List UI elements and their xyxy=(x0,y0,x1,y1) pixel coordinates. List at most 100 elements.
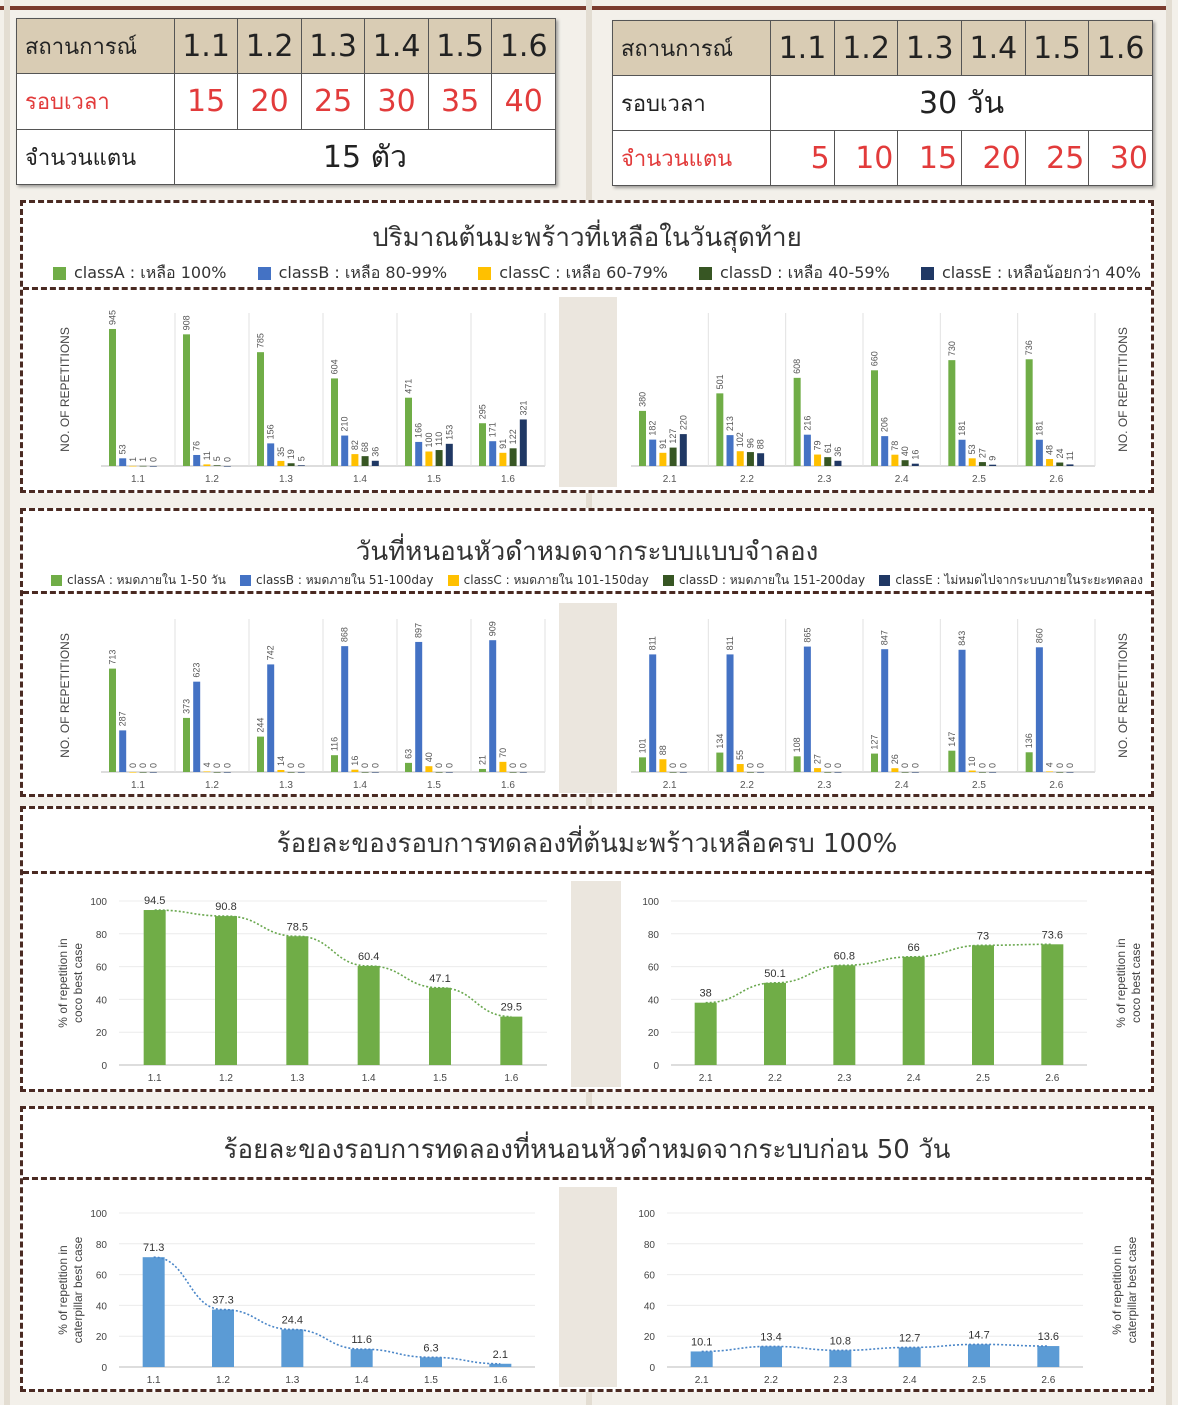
bar xyxy=(183,717,190,772)
bar xyxy=(833,965,856,1065)
table-header-cell: สถานการณ์ xyxy=(611,20,772,76)
bar xyxy=(716,393,724,466)
legend-item: classA : หมดภายใน 1-50 วัน xyxy=(51,571,226,590)
legend-item: classE : ไม่หมดไปจากระบบภายในระยะทดลอง xyxy=(879,571,1143,590)
x-tick-label: 1.5 xyxy=(424,1375,438,1386)
data-label: 36 xyxy=(833,447,843,457)
trendline xyxy=(705,943,1053,1004)
x-tick-label: 1.1 xyxy=(148,1073,162,1084)
bar xyxy=(958,439,966,466)
bar xyxy=(757,453,765,466)
x-tick-label: 2.3 xyxy=(833,1375,847,1386)
bar xyxy=(764,982,786,1065)
y-tick-label: 0 xyxy=(653,1061,659,1072)
x-tick-label: 2.3 xyxy=(817,474,831,485)
data-label: 373 xyxy=(182,699,192,714)
bar xyxy=(803,434,811,466)
data-label: 26 xyxy=(890,754,900,764)
y-axis-label-line1: % of repetition in xyxy=(56,1245,70,1334)
y-tick-label: 80 xyxy=(644,1240,656,1251)
bar xyxy=(361,772,369,773)
bar xyxy=(881,436,889,466)
legend-label: classC : เหลือ 60-79% xyxy=(499,263,668,282)
x-tick-label: 1.1 xyxy=(131,474,145,485)
y-tick-label: 0 xyxy=(101,1061,107,1072)
bar xyxy=(649,654,657,772)
left-divider xyxy=(4,0,10,1405)
data-label: 166 xyxy=(414,423,424,438)
data-label: 68 xyxy=(360,442,370,452)
bar xyxy=(203,771,211,773)
table-header-cell: 1.1 xyxy=(770,20,835,76)
bar xyxy=(277,460,285,466)
legend-label: classA : เหลือ 100% xyxy=(74,263,227,282)
data-label: 78 xyxy=(890,441,900,451)
chart-coco-best-scenario-1: % of repetition in coco best case 0 20 40 60 8… xyxy=(49,887,567,1087)
bar xyxy=(519,772,527,773)
time-value: 35 xyxy=(427,73,493,130)
x-tick-label: 2.2 xyxy=(740,474,754,485)
data-label: 0 xyxy=(1065,763,1075,768)
chart-gap xyxy=(559,1187,617,1387)
data-label: 287 xyxy=(118,711,128,726)
data-label: 0 xyxy=(296,763,306,768)
x-tick-label: 1.3 xyxy=(279,474,293,485)
bar xyxy=(1056,772,1064,773)
data-label: 0 xyxy=(444,763,454,768)
chart-legend: classA : เหลือ 100% classB : เหลือ 80-99%… xyxy=(53,261,1141,286)
chart-legend: classA : หมดภายใน 1-50 วัน classB : หมดภา… xyxy=(51,571,1143,590)
x-tick-label: 2.4 xyxy=(907,1073,921,1084)
bar xyxy=(1041,944,1064,1065)
x-tick-label: 2.2 xyxy=(740,780,754,791)
data-label: 660 xyxy=(870,351,880,366)
data-label: 60.8 xyxy=(834,950,855,962)
legend-swatch xyxy=(53,267,66,280)
y-axis-label-line1: % of repetition in xyxy=(56,938,70,1027)
bar xyxy=(213,465,221,466)
bar xyxy=(371,772,379,773)
bar xyxy=(659,452,667,466)
data-label: 0 xyxy=(222,457,232,462)
trendline xyxy=(153,1256,501,1365)
table-header-cell: 1.5 xyxy=(1024,20,1090,76)
data-label: 0 xyxy=(434,763,444,768)
bar xyxy=(281,1329,304,1367)
bar xyxy=(891,768,899,772)
time-value: 20 xyxy=(237,73,302,130)
data-label: 0 xyxy=(138,763,148,768)
data-label: 945 xyxy=(108,310,118,325)
data-label: 27 xyxy=(813,754,823,764)
bar xyxy=(415,641,423,772)
bar xyxy=(972,945,994,1065)
data-label: 5 xyxy=(212,456,222,461)
chart-gap xyxy=(559,297,617,487)
data-label: 380 xyxy=(638,392,648,407)
y-tick-label: 20 xyxy=(96,1028,108,1039)
legend-swatch xyxy=(51,575,62,586)
data-label: 11.6 xyxy=(351,1334,372,1346)
bar xyxy=(948,750,956,772)
data-label: 101 xyxy=(638,738,648,753)
bar xyxy=(1056,462,1064,466)
bar xyxy=(1046,459,1054,466)
bar xyxy=(958,649,966,772)
bar xyxy=(989,772,997,773)
trendline xyxy=(701,1343,1049,1353)
data-label: 0 xyxy=(148,763,158,768)
data-label: 811 xyxy=(648,636,658,650)
y-tick-label: 80 xyxy=(96,930,108,941)
data-label: 40 xyxy=(900,446,910,456)
data-label: 321 xyxy=(518,400,528,415)
data-label: 47.1 xyxy=(429,973,450,985)
data-label: 90.8 xyxy=(215,901,236,913)
time-value: 40 xyxy=(491,73,556,130)
y-tick-label: 40 xyxy=(644,1301,656,1312)
table-header-cell: สถานการณ์ xyxy=(16,18,175,74)
bar xyxy=(435,450,443,466)
table-header-cell: 1.4 xyxy=(364,18,429,74)
x-tick-label: 1.5 xyxy=(427,780,441,791)
data-label: 9 xyxy=(988,456,998,461)
y-tick-label: 40 xyxy=(96,995,108,1006)
data-label: 96 xyxy=(745,438,755,448)
x-tick-label: 2.4 xyxy=(895,474,909,485)
